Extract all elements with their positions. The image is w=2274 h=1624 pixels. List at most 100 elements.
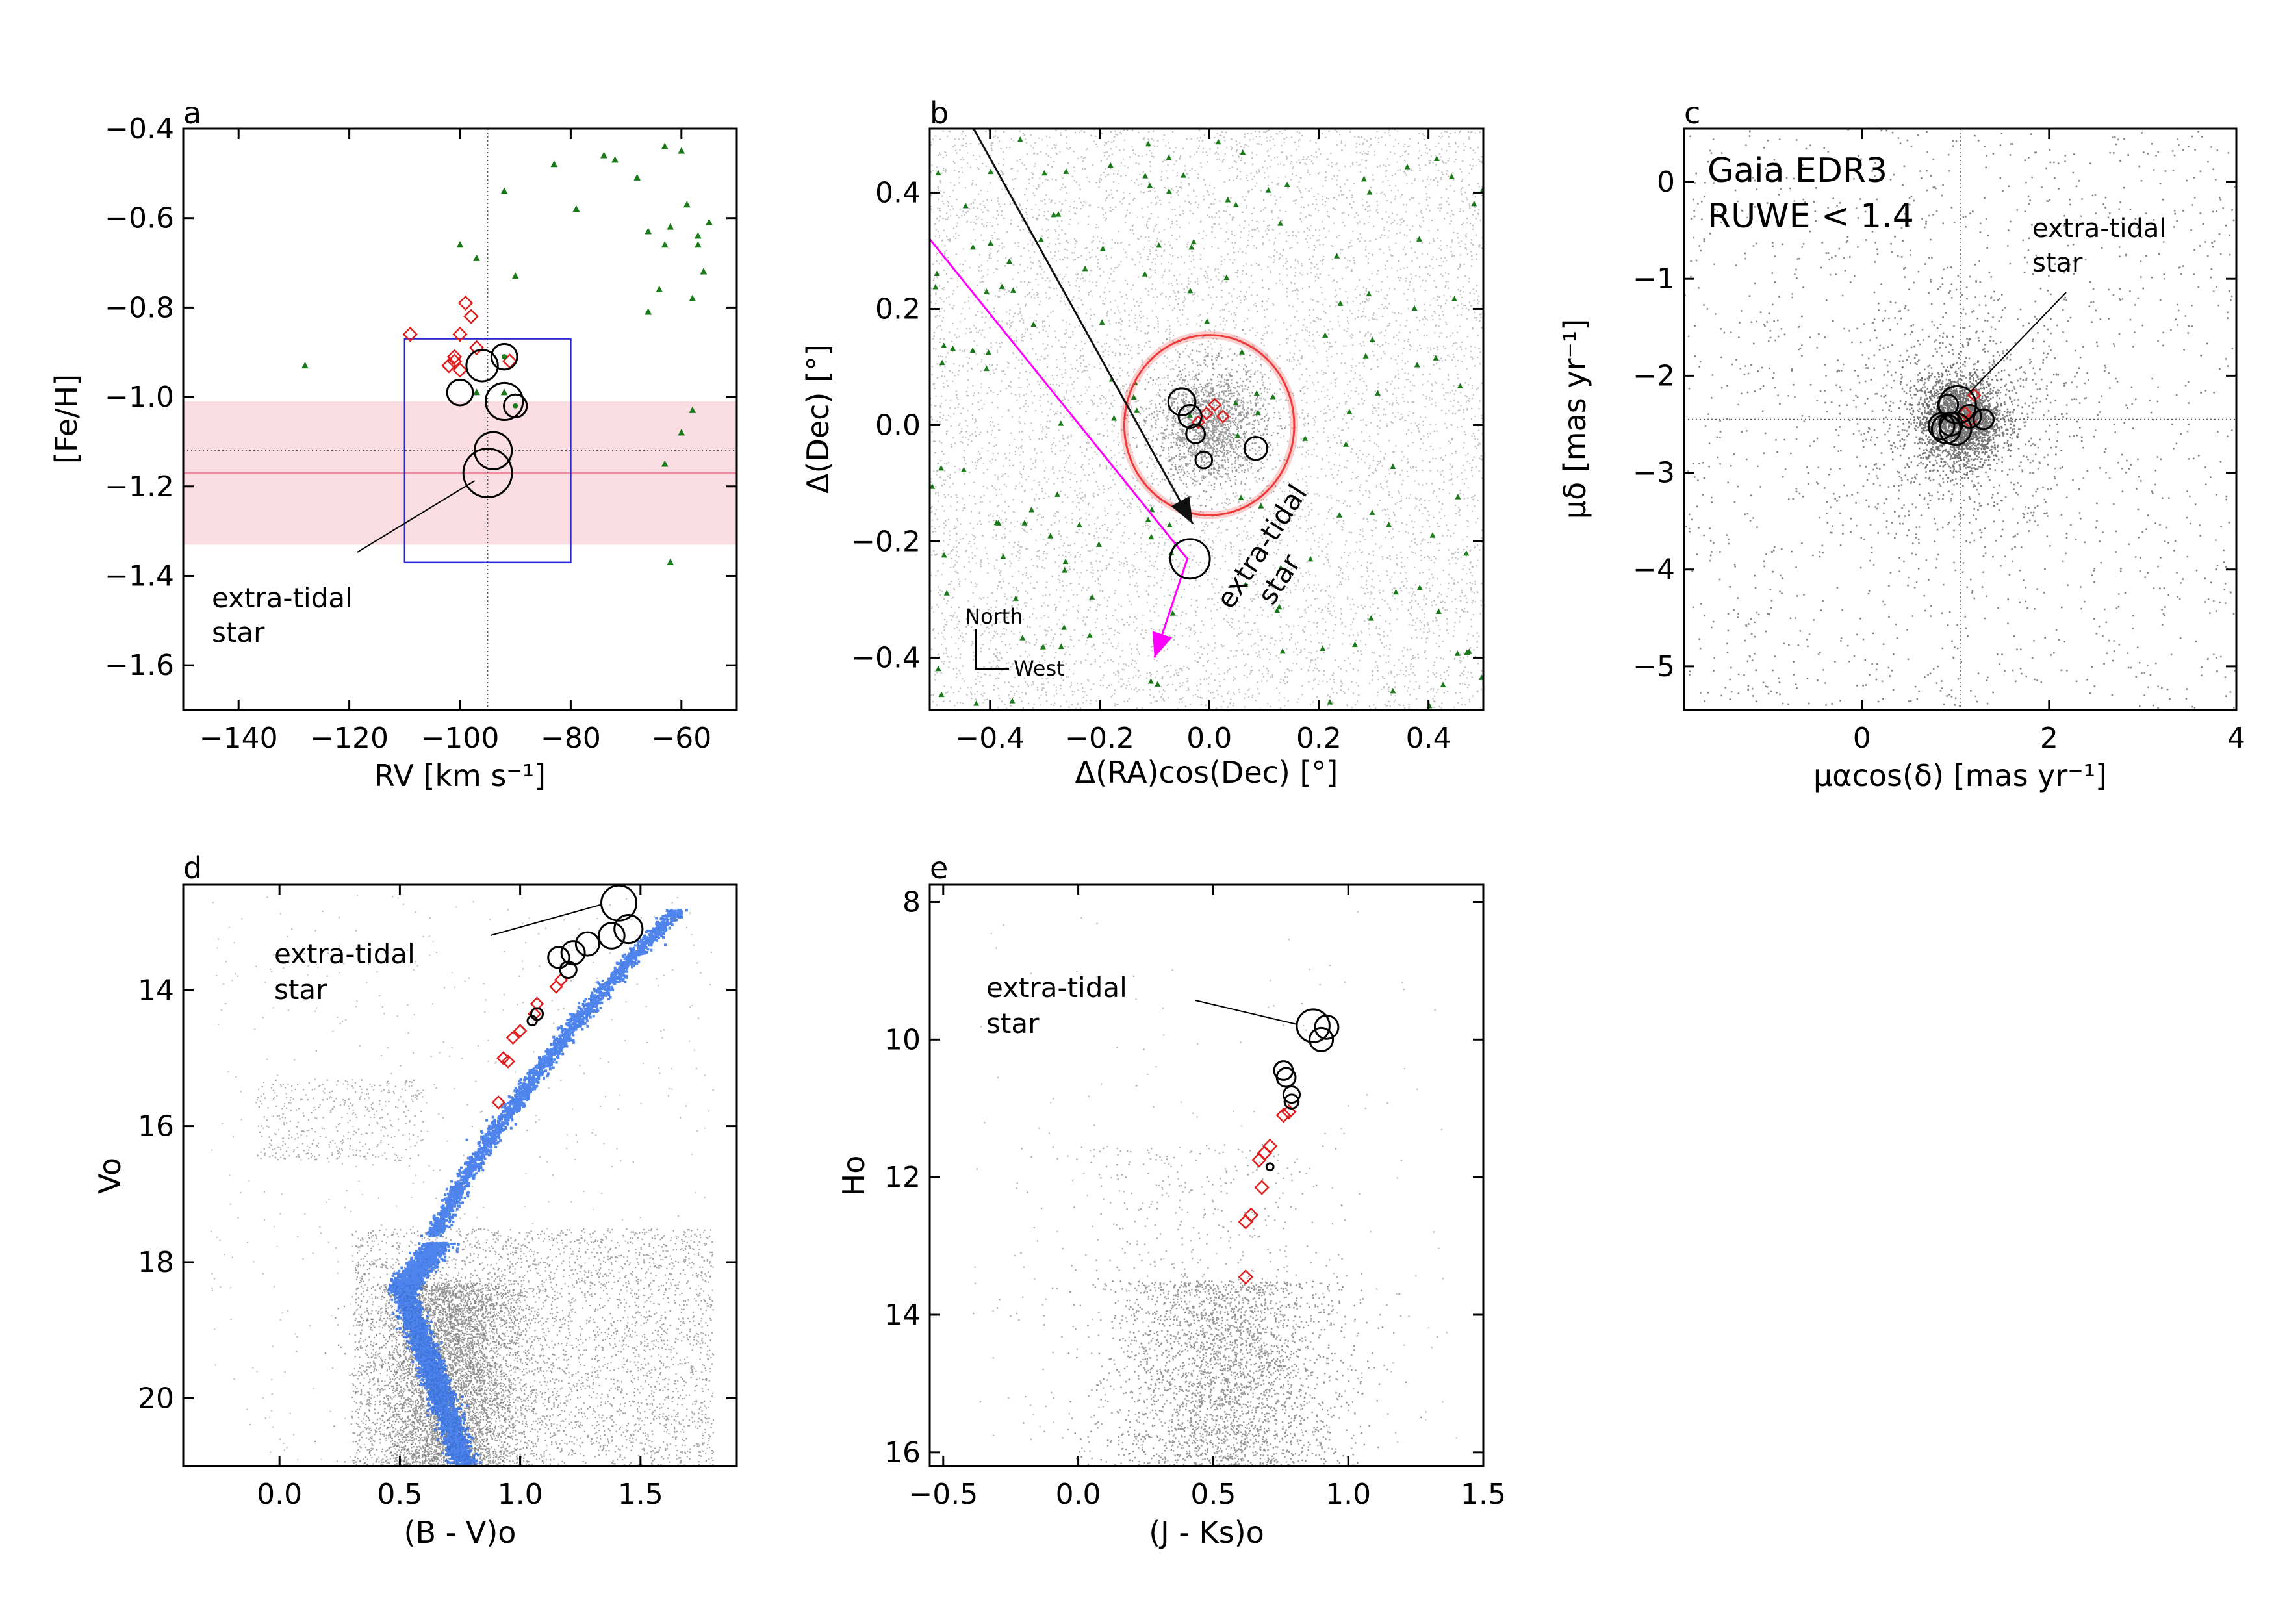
horizontal-branch-dots [255,1079,424,1161]
panel-e-label: e [930,850,948,885]
field-star-marker [572,205,580,212]
field-star-marker [1055,211,1062,217]
y-tick-label: −0.4 [851,641,921,674]
field-star-marker [1426,702,1433,709]
member-diamond-marker [554,972,568,987]
field-star-marker [694,232,702,239]
field-star-marker [1147,678,1154,684]
member-green-dot [502,354,507,360]
member-circle-marker [1957,403,1982,429]
field-star-marker [1414,361,1420,368]
member-circle-marker [474,431,513,470]
member-circle-marker [462,448,513,499]
field-star-marker [1233,400,1239,406]
panel-b-frame [928,127,1485,711]
field-star-marker [1240,149,1246,155]
x-tick-label: −140 [199,722,278,755]
member-circle-marker [1937,385,1977,425]
member-circle-marker [1282,1085,1301,1104]
panel-d-ylabel: Vo [92,1158,127,1194]
member-circle-marker [1167,387,1197,416]
field-star-marker [661,142,669,149]
panel-d-annotation-line2: star [274,974,327,1006]
member-diamond-marker [457,295,474,311]
field-star-marker [656,285,663,293]
field-star-marker [1366,290,1372,297]
panel-a-annotation-line2: star [212,616,265,648]
field-star-marker [1040,644,1046,650]
field-star-marker [983,365,990,372]
member-circle-marker [574,931,600,957]
field-star-marker [938,464,945,471]
field-star-marker [1274,607,1281,613]
panel-e-ylabel: Ho [836,1156,871,1197]
field-star-marker [667,223,674,230]
field-star-marker [1134,407,1140,413]
field-star-marker [941,552,947,558]
member-circle-marker [1185,423,1207,444]
field-star-marker [930,483,936,489]
field-star-marker [1012,595,1019,601]
y-tick-label: 8 [902,885,921,919]
field-star-marker [1142,173,1149,179]
field-star-marker [678,429,685,436]
member-diamond-marker [1216,409,1231,424]
field-star-marker [1416,585,1423,590]
panel-e-frame [928,883,1485,1467]
field-star-marker [1017,136,1023,142]
panel-d-annotation-line1: extra-tidal [274,938,415,970]
y-tick-label: 18 [138,1246,174,1279]
field-star-marker [1433,155,1440,161]
field-star-marker [1010,287,1016,293]
field-star-marker [645,308,652,315]
field-star-marker [706,218,713,225]
field-star-marker [1030,321,1037,327]
field-star-marker [1019,635,1026,641]
field-star-marker [1028,506,1035,513]
field-star-marker [932,283,939,290]
panel-d-ticks: 0.0 0.5 1.0 1.5 14 16 18 20 [138,885,737,1511]
field-star-marker [1142,271,1148,277]
member-diamond-marker [505,1030,520,1045]
panel-e-annotation-line2: star [986,1008,1040,1039]
field-star-marker [1054,491,1061,497]
y-tick-label: −1.0 [105,381,174,414]
member-diamond-marker [1207,398,1222,412]
field-star-marker [1082,265,1088,272]
field-star-marker [1166,522,1173,527]
member-diamond-marker [1238,1214,1254,1230]
field-star-marker [960,466,967,472]
field-star-marker [935,665,941,672]
field-star-marker [1433,355,1439,361]
field-star-marker [301,361,309,369]
field-star-marker [1166,188,1172,194]
field-star-marker [1180,172,1186,178]
panel-c-ticks: 0 2 4 0 −1 −2 −3 −4 −5 [1633,129,2245,755]
field-star-marker [661,241,669,248]
panel-e-plot [973,911,1457,1466]
field-star-marker [1242,581,1249,587]
member-diamond-marker [1191,415,1206,429]
member-diamond-marker [1238,1269,1254,1285]
panel-c-inset-line2: RUWE < 1.4 [1707,197,1914,236]
panel-b: −0.4 −0.2 0.0 0.2 0.4 0.4 0.2 0.0 −0.2 −0.4 b Δ(R… [800,95,1485,790]
field-star-marker [1320,645,1326,651]
field-star-marker [1270,393,1276,400]
field-star-marker [1000,553,1006,559]
x-tick-label: 1.0 [1325,1478,1371,1511]
member-diamond-marker [1275,1108,1292,1123]
field-star-marker [985,349,991,355]
field-star-marker [1390,687,1396,694]
field-star-marker [1051,211,1057,218]
field-star-marker [689,294,696,301]
field-star-marker [689,406,696,413]
field-star-marker [1038,236,1044,242]
annotation-pointer [490,904,602,936]
field-star-marker [645,227,652,235]
y-tick-label: 0.0 [875,409,921,442]
field-star-marker [1238,349,1245,355]
field-star-marker [1463,550,1470,556]
panel-a-ticks: −140 −120 −100 −80 −60 −0.4 −0.6 −0.8 −1.0 −1.2 −1… [105,112,737,755]
field-star-marker [1336,512,1343,518]
